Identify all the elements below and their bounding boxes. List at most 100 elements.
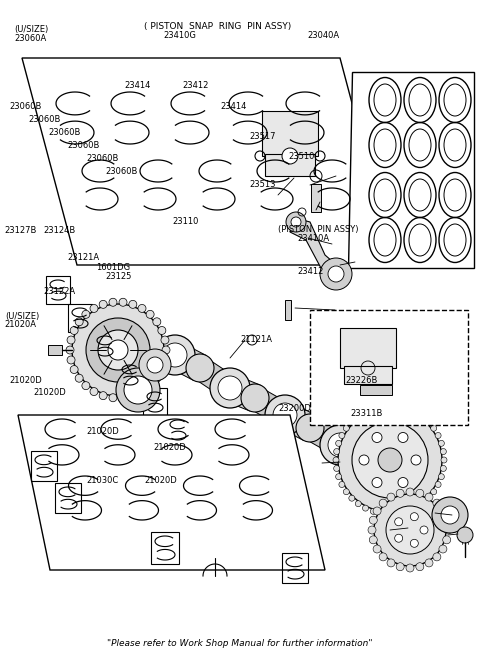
Circle shape — [336, 474, 342, 480]
Circle shape — [443, 536, 451, 544]
Circle shape — [378, 448, 402, 472]
Text: 23410G: 23410G — [163, 31, 196, 40]
Text: 23127B: 23127B — [5, 226, 37, 236]
Polygon shape — [22, 58, 395, 265]
Circle shape — [320, 425, 360, 465]
Circle shape — [70, 365, 78, 373]
Circle shape — [457, 527, 473, 543]
Circle shape — [139, 349, 171, 381]
Circle shape — [129, 300, 137, 308]
Text: 23412: 23412 — [182, 81, 209, 90]
Text: 23414: 23414 — [125, 81, 151, 90]
Bar — [143, 388, 167, 416]
Circle shape — [440, 449, 446, 455]
Circle shape — [138, 304, 146, 312]
Circle shape — [66, 346, 74, 354]
Circle shape — [369, 536, 377, 544]
Bar — [310, 310, 468, 425]
Circle shape — [328, 433, 352, 457]
Text: 23517: 23517 — [250, 132, 276, 141]
Circle shape — [349, 495, 355, 501]
Text: (U/SIZE): (U/SIZE) — [5, 312, 39, 321]
Bar — [285, 300, 291, 320]
Circle shape — [273, 403, 297, 427]
Circle shape — [153, 374, 161, 382]
Circle shape — [75, 374, 83, 382]
Text: 23121A: 23121A — [67, 253, 99, 262]
Text: 21121A: 21121A — [240, 335, 272, 344]
Circle shape — [419, 501, 425, 506]
Circle shape — [435, 482, 441, 487]
Polygon shape — [348, 72, 474, 268]
Circle shape — [119, 298, 127, 306]
Polygon shape — [168, 342, 206, 380]
Text: 23060B: 23060B — [10, 102, 42, 111]
Text: 23414: 23414 — [221, 102, 247, 111]
Circle shape — [67, 356, 75, 364]
Circle shape — [116, 368, 160, 412]
Circle shape — [375, 452, 415, 492]
Circle shape — [351, 444, 379, 472]
Circle shape — [338, 408, 442, 512]
Text: 23124B: 23124B — [43, 226, 75, 236]
Circle shape — [439, 545, 447, 553]
Circle shape — [333, 457, 339, 463]
Circle shape — [373, 507, 381, 515]
Text: 23110: 23110 — [173, 217, 199, 226]
Bar — [166, 416, 190, 444]
Circle shape — [282, 148, 298, 164]
Circle shape — [355, 501, 361, 506]
Polygon shape — [193, 358, 237, 398]
Bar — [46, 276, 70, 304]
Circle shape — [386, 506, 434, 554]
Text: 21020D: 21020D — [144, 476, 177, 485]
Text: 23226B: 23226B — [346, 376, 378, 385]
Circle shape — [410, 513, 419, 521]
Polygon shape — [334, 432, 372, 470]
Circle shape — [70, 327, 78, 335]
Circle shape — [349, 419, 355, 425]
Circle shape — [320, 258, 352, 290]
Circle shape — [438, 474, 444, 480]
Circle shape — [387, 511, 393, 517]
Circle shape — [162, 346, 170, 354]
Circle shape — [158, 327, 166, 335]
Circle shape — [86, 318, 150, 382]
Circle shape — [67, 336, 75, 344]
Bar — [360, 385, 392, 395]
Circle shape — [82, 310, 90, 318]
Text: 23412: 23412 — [298, 267, 324, 276]
Circle shape — [109, 298, 117, 306]
Circle shape — [218, 376, 242, 400]
Circle shape — [296, 414, 324, 442]
Circle shape — [129, 392, 137, 400]
Bar — [340, 328, 396, 368]
Circle shape — [441, 506, 459, 524]
Text: 23510: 23510 — [288, 152, 314, 161]
Polygon shape — [249, 388, 291, 426]
Circle shape — [440, 466, 446, 472]
Text: 23513: 23513 — [250, 180, 276, 190]
Bar — [93, 332, 117, 360]
Bar — [311, 184, 321, 212]
Circle shape — [265, 395, 305, 435]
Polygon shape — [278, 403, 316, 440]
Text: 23125: 23125 — [106, 272, 132, 281]
Circle shape — [343, 425, 349, 431]
Text: 23060B: 23060B — [48, 128, 80, 137]
Circle shape — [425, 559, 433, 567]
Circle shape — [138, 388, 146, 396]
Circle shape — [362, 505, 369, 511]
Polygon shape — [304, 418, 346, 455]
Circle shape — [210, 368, 250, 408]
Circle shape — [396, 563, 404, 571]
Text: 21020D: 21020D — [10, 376, 42, 385]
Circle shape — [163, 343, 187, 367]
Circle shape — [370, 508, 376, 514]
Circle shape — [90, 304, 98, 312]
Bar — [118, 361, 142, 389]
Circle shape — [146, 310, 154, 318]
Circle shape — [343, 489, 349, 495]
Circle shape — [411, 409, 418, 415]
Text: 23060A: 23060A — [14, 33, 47, 43]
